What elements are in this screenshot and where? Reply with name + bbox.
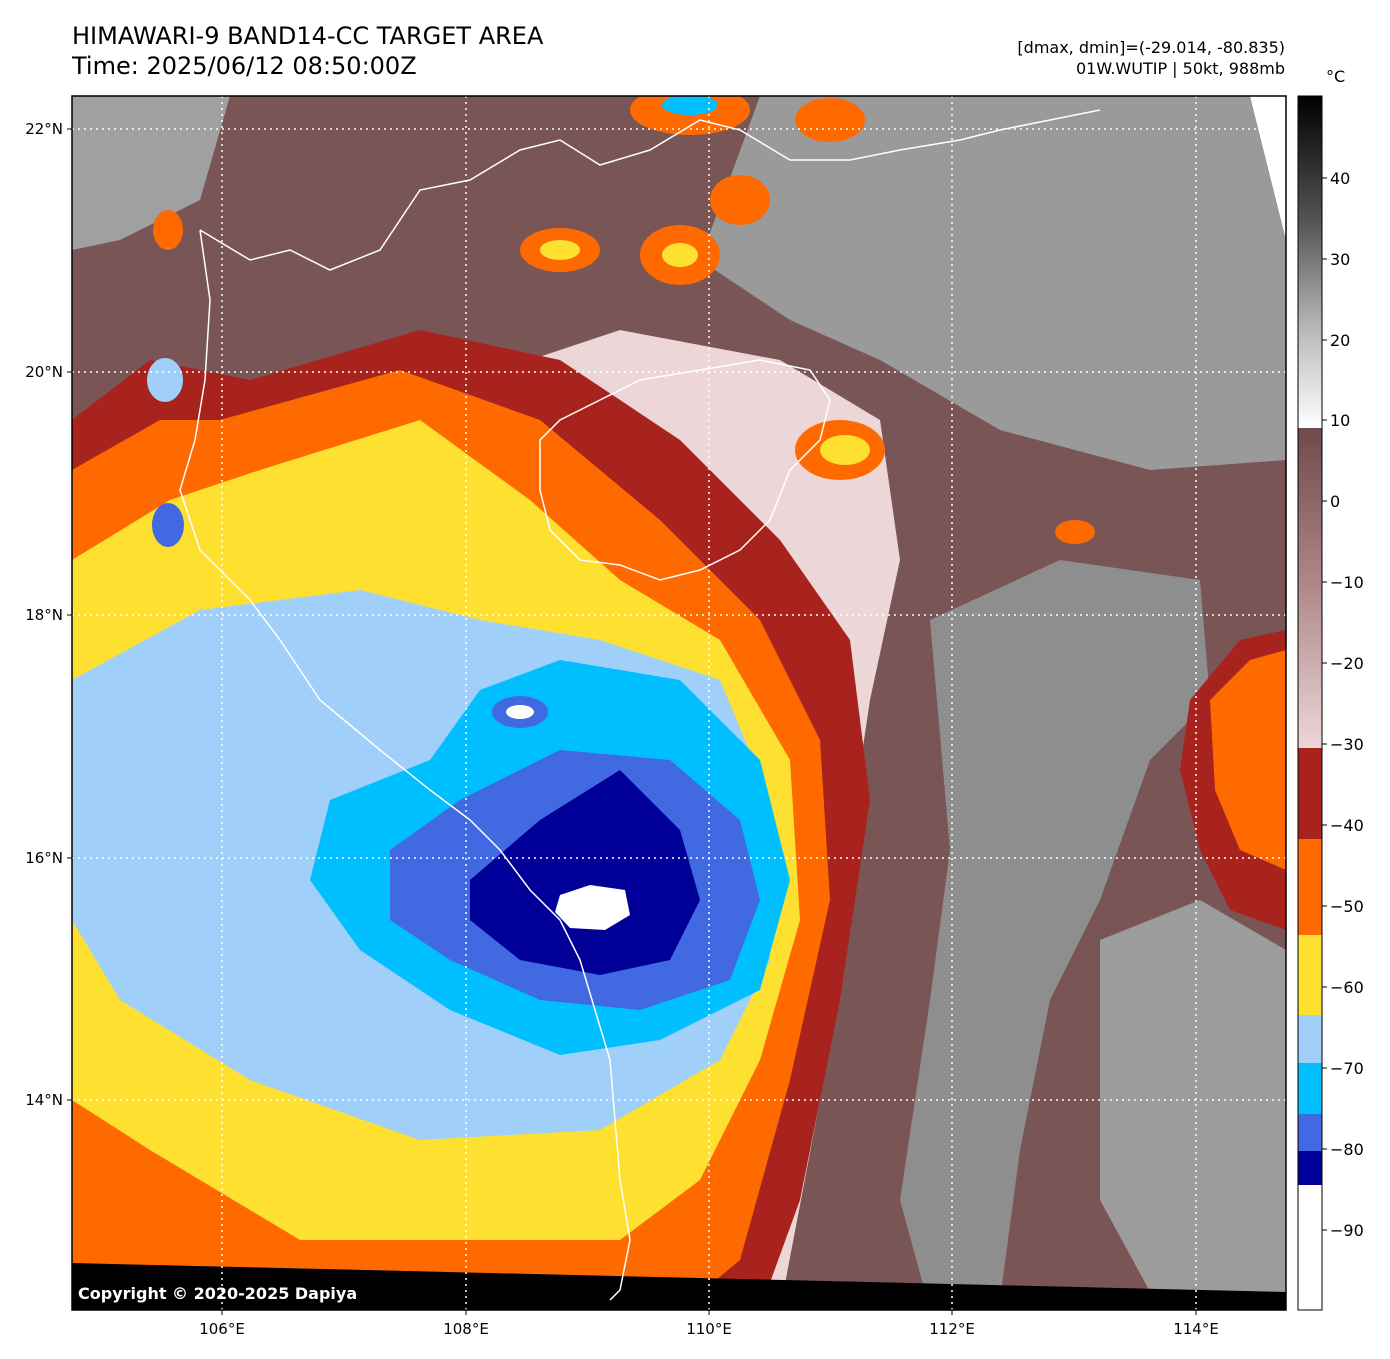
- lon-label-106e: 106°E: [199, 1320, 245, 1338]
- colorbar-darkred-segment: [1298, 748, 1322, 839]
- colorbar-tick-20: 20: [1330, 331, 1350, 350]
- colorbar-yellow-segment: [1298, 935, 1322, 1015]
- coastline: [179, 109, 1101, 1301]
- colorbar-tick-minus30: −30: [1330, 735, 1364, 754]
- colorbar-tick-minus10: −10: [1330, 573, 1364, 592]
- storm-info-label: 01W.WUTIP | 50kt, 988mb: [1075, 59, 1285, 78]
- lat-label-16n: 16°N: [25, 849, 63, 867]
- colorbar-tick-minus50: −50: [1330, 897, 1364, 916]
- lat-label-14n: 14°N: [25, 1091, 63, 1109]
- colorbar-tick-30: 30: [1330, 250, 1350, 269]
- lon-label-114e: 114°E: [1173, 1320, 1219, 1338]
- colorbar-deepsky-segment: [1298, 1063, 1322, 1114]
- colorbar-tick-40: 40: [1330, 169, 1350, 188]
- chart-title: HIMAWARI-9 BAND14-CC TARGET AREA: [72, 22, 544, 50]
- lon-label-108e: 108°E: [443, 1320, 489, 1338]
- gridlines: [72, 96, 1286, 1310]
- colorbar-orange-segment: [1298, 839, 1322, 935]
- colorbar-white-segment: [1298, 1185, 1322, 1310]
- lat-label-20n: 20°N: [25, 363, 63, 381]
- chart-time: Time: 2025/06/12 08:50:00Z: [72, 52, 417, 80]
- colorbar-tick-minus20: −20: [1330, 654, 1364, 673]
- colorbar-lightblue-segment: [1298, 1015, 1322, 1063]
- lat-label-22n: 22°N: [25, 120, 63, 138]
- colorbar-tick-minus60: −60: [1330, 978, 1364, 997]
- data-range-label: [dmax, dmin]=(-29.014, -80.835): [1017, 38, 1285, 57]
- colorbar-tick-minus70: −70: [1330, 1059, 1364, 1078]
- colorbar-tick-0: 0: [1330, 492, 1340, 511]
- map-frame: [71, 95, 1287, 1311]
- copyright-text: Copyright © 2020-2025 Dapiya: [78, 1284, 358, 1303]
- colorbar-gray-segment: [1298, 96, 1322, 428]
- lat-label-18n: 18°N: [25, 606, 63, 624]
- lon-label-110e: 110°E: [686, 1320, 732, 1338]
- axis-ticks: [67, 128, 1197, 1315]
- colorbar-tick-minus80: −80: [1330, 1140, 1364, 1159]
- colorbar-navy-segment: [1298, 1151, 1322, 1185]
- colorbar-brown-segment: [1298, 428, 1322, 748]
- lon-label-112e: 112°E: [929, 1320, 975, 1338]
- colorbar-royalblue-segment: [1298, 1114, 1322, 1151]
- colorbar-tick-10: 10: [1330, 411, 1350, 430]
- colorbar-frame: [1297, 95, 1323, 1311]
- colorbar: [1297, 95, 1323, 1311]
- cloud-imagery: [72, 96, 1286, 1310]
- colorbar-unit: °C: [1326, 67, 1346, 86]
- colorbar-tick-minus40: −40: [1330, 816, 1364, 835]
- colorbar-ticks: [1322, 177, 1327, 1231]
- colorbar-tick-minus90: −90: [1330, 1221, 1364, 1240]
